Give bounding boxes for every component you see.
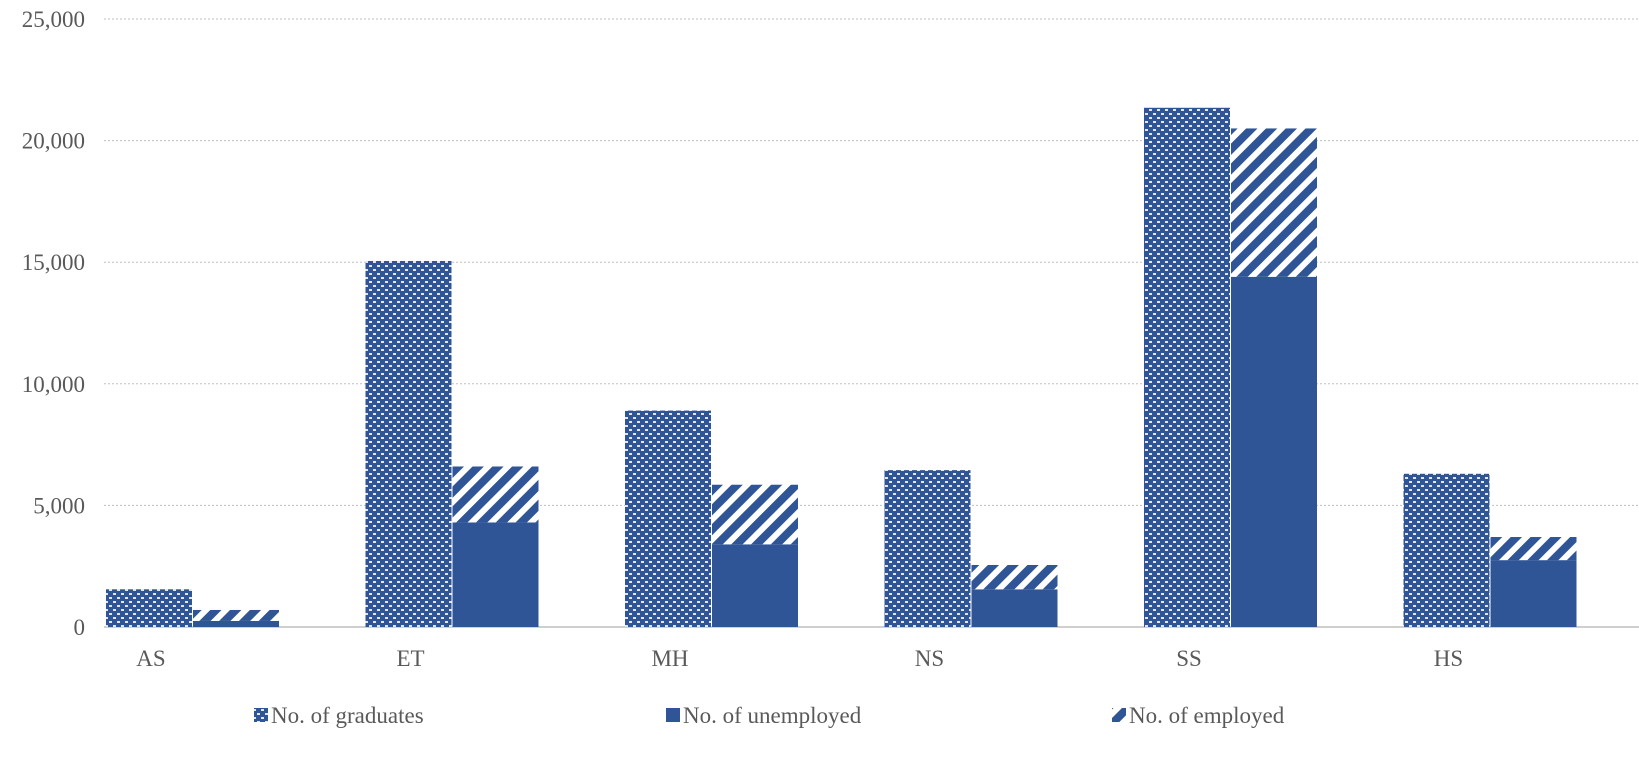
bar-employed-as xyxy=(193,609,279,621)
bar-graduates-as xyxy=(106,589,192,627)
y-tick-label: 5,000 xyxy=(33,493,85,518)
x-category-label: HS xyxy=(1434,646,1463,671)
bars xyxy=(106,107,1577,627)
bar-unemployed-ss xyxy=(1231,276,1317,627)
x-category-label: MH xyxy=(651,646,688,671)
x-category-label: SS xyxy=(1176,646,1202,671)
y-tick-label: 10,000 xyxy=(22,372,85,397)
bar-graduates-mh xyxy=(625,410,711,627)
x-category-label: ET xyxy=(396,646,424,671)
legend-swatch xyxy=(254,708,268,722)
bar-employed-mh xyxy=(712,484,798,545)
y-tick-label: 20,000 xyxy=(22,129,85,154)
bar-graduates-hs xyxy=(1403,473,1490,627)
legend: No. of graduates No. of unemployed No. of … xyxy=(254,703,1285,728)
bar-graduates-et xyxy=(365,260,452,627)
bar-employed-ns xyxy=(971,564,1058,590)
legend-entry: No. of employed xyxy=(1129,703,1285,728)
legend-entry: No. of unemployed xyxy=(683,703,862,728)
legend-entry: No. of graduates xyxy=(271,703,424,728)
bar-graduates-ss xyxy=(1144,107,1230,627)
bar-employed-hs xyxy=(1490,537,1577,561)
bar-unemployed-ns xyxy=(971,589,1058,627)
bar-graduates-ns xyxy=(884,470,971,627)
bar-employed-et xyxy=(452,466,539,523)
x-axis-category-labels: AS ET MH NS SS HS xyxy=(136,646,1463,671)
bar-unemployed-mh xyxy=(712,544,798,627)
y-tick-label: 15,000 xyxy=(22,250,85,275)
bar-unemployed-hs xyxy=(1490,560,1577,627)
bar-unemployed-et xyxy=(452,522,539,627)
bar-unemployed-as xyxy=(193,620,279,627)
bar-employed-ss xyxy=(1231,128,1317,277)
y-axis-tick-labels: 0 5,000 10,000 15,000 20,000 25,000 xyxy=(22,7,85,640)
gridlines xyxy=(104,18,1639,628)
y-tick-label: 25,000 xyxy=(22,7,85,32)
x-category-label: NS xyxy=(915,646,944,671)
y-tick-label: 0 xyxy=(74,615,86,640)
legend-swatch xyxy=(1112,708,1126,722)
x-category-label: AS xyxy=(136,646,165,671)
legend-swatch xyxy=(666,708,680,722)
